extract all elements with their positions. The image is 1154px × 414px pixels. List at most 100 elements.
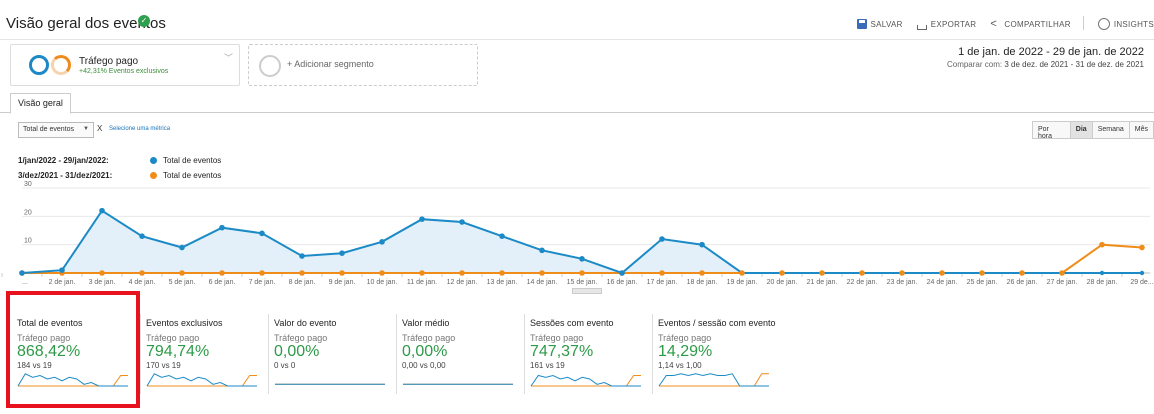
- scorecard-segment: Tráfego pago: [146, 333, 200, 343]
- sparkline-current: [530, 374, 641, 387]
- insights-button[interactable]: INSIGHTS: [1097, 18, 1154, 30]
- date-range-picker[interactable]: 1 de jan. de 2022 - 29 de jan. de 2022 C…: [947, 46, 1144, 69]
- x-tick-label: 10 de jan.: [367, 279, 398, 286]
- share-label: COMPARTILHAR: [1004, 19, 1071, 29]
- metric-dropdown[interactable]: Total de eventos ▼: [18, 122, 94, 138]
- current-series-point: [419, 216, 425, 222]
- insights-label: INSIGHTS: [1113, 19, 1154, 29]
- scorecard[interactable]: Sessões com evento Tráfego pago 747,37% …: [524, 314, 652, 394]
- x-tick-label: 9 de jan.: [329, 279, 356, 286]
- current-series-point: [1099, 270, 1105, 276]
- previous-series-point: [859, 270, 865, 276]
- current-series-point: [619, 270, 625, 276]
- tab-overview[interactable]: Visão geral: [10, 93, 71, 114]
- scorecard-name: Total de eventos: [17, 318, 83, 328]
- scorecard[interactable]: Valor médio Tráfego pago 0,00% 0,00 vs 0…: [396, 314, 524, 394]
- previous-series-point: [99, 270, 105, 276]
- remove-metric-button[interactable]: X: [97, 124, 103, 133]
- granularity-month[interactable]: Mês: [1128, 121, 1154, 139]
- scorecard-sparkline: [275, 383, 385, 385]
- chevron-down-icon[interactable]: ﹀: [223, 53, 233, 63]
- scorecard-compare: 170 vs 19: [146, 361, 181, 370]
- x-tick-label: 3 de jan.: [89, 279, 116, 286]
- x-tick-label: 16 de jan.: [607, 279, 638, 286]
- x-tick-label: 27 de jan.: [1047, 279, 1078, 286]
- x-tick-label: 12 de jan.: [447, 279, 478, 286]
- report-header: Visão geral dos eventos ✓ SALVAR EXPORTA…: [0, 0, 1154, 40]
- save-button[interactable]: SALVAR: [856, 18, 903, 30]
- current-series-point: [499, 233, 505, 239]
- scorecard-sparkline: [530, 374, 641, 387]
- metric-dropdown-value: Total de eventos: [23, 126, 74, 133]
- previous-series-point: [819, 270, 825, 276]
- previous-series-point: [179, 270, 185, 276]
- x-tick-label: 28 de jan.: [1087, 279, 1118, 286]
- previous-series-point: [699, 270, 705, 276]
- scorecard[interactable]: Total de eventos Tráfego pago 868,42% 18…: [12, 314, 140, 394]
- select-metric-link[interactable]: Selecione uma métrica: [109, 126, 171, 132]
- export-button[interactable]: EXPORTAR: [916, 18, 977, 30]
- scorecard-sparkline: [403, 383, 513, 385]
- segment-traffic-paid[interactable]: Tráfego pago +42,31% Eventos exclusivos …: [10, 44, 240, 86]
- current-series-point: [379, 239, 385, 245]
- previous-series-point: [899, 270, 905, 276]
- verified-check-icon: ✓: [138, 15, 150, 27]
- segment-subtitle: +42,31% Eventos exclusivos: [79, 68, 169, 75]
- legend-current-metric: Total de eventos: [163, 156, 222, 165]
- line-chart: 30 20 10... 2 de jan. 3 de jan. 4 de jan. 5 de…: [1, 181, 1154, 286]
- current-series-point: [539, 247, 545, 254]
- scorecard[interactable]: Eventos / sessão com evento Tráfego pago…: [652, 314, 780, 394]
- x-tick-label: 2 de jan.: [49, 279, 76, 286]
- previous-series-point: [779, 270, 785, 276]
- share-button[interactable]: < COMPARTILHAR: [990, 18, 1070, 30]
- add-segment-circle-icon: [259, 55, 281, 77]
- chart-resize-handle[interactable]: [572, 288, 602, 294]
- previous-series-point: [139, 270, 145, 276]
- current-series-point: [699, 241, 705, 248]
- current-series-point: [179, 244, 185, 251]
- previous-series-point: [739, 270, 745, 276]
- date-range-main: 1 de jan. de 2022 - 29 de jan. de 2022: [958, 46, 1144, 58]
- current-series-point: [259, 230, 265, 237]
- x-tick-label: 23 de jan.: [887, 279, 918, 286]
- scorecards: Total de eventos Tráfego pago 868,42% 18…: [12, 314, 780, 394]
- save-icon: [856, 19, 867, 29]
- legend-previous: 3/dez/2021 - 31/dez/2021: Total de event…: [18, 168, 221, 183]
- current-series-point: [19, 270, 25, 276]
- current-series-point: [139, 233, 145, 239]
- previous-series-point: [1099, 241, 1105, 248]
- x-tick-label: 7 de jan.: [249, 279, 276, 286]
- granularity-hour[interactable]: Por hora: [1032, 121, 1071, 140]
- scorecard-compare: 161 vs 19: [530, 361, 565, 370]
- x-tick-label: 21 de jan.: [807, 279, 838, 286]
- scorecard-name: Sessões com evento: [530, 318, 614, 328]
- current-series-point: [59, 267, 65, 273]
- x-tick-label: 14 de jan.: [527, 279, 558, 286]
- scorecard[interactable]: Eventos exclusivos Tráfego pago 794,74% …: [140, 314, 268, 394]
- compare-prefix: Comparar com:: [946, 60, 1003, 69]
- x-tick-label: 29 de...: [1130, 279, 1153, 286]
- x-tick-label: 22 de jan.: [847, 279, 878, 286]
- scorecard[interactable]: Valor do evento Tráfego pago 0,00% 0 vs …: [268, 314, 396, 394]
- x-tick-label: 4 de jan.: [129, 279, 156, 286]
- header-divider: [1082, 16, 1084, 30]
- add-segment-button[interactable]: + Adicionar segmento: [248, 44, 478, 86]
- add-segment-label: + Adicionar segmento: [287, 59, 374, 69]
- segment-ring-current-icon: [29, 55, 49, 75]
- previous-series-point: [259, 270, 265, 276]
- x-tick-label: 6 de jan.: [209, 279, 236, 286]
- legend-previous-dot-icon: [150, 172, 157, 179]
- current-series-point: [459, 219, 465, 225]
- sparkline-current: [17, 373, 128, 387]
- scorecard-sparkline: [17, 373, 128, 387]
- scorecard-segment: Tráfego pago: [530, 333, 584, 343]
- sparkline-previous: [659, 373, 769, 387]
- current-series-point: [219, 224, 225, 231]
- previous-series-point: [939, 270, 945, 276]
- previous-series-point: [499, 270, 505, 276]
- scorecard-value: 747,37%: [530, 343, 594, 360]
- legend-current: 1/jan/2022 - 29/jan/2022: Total de event…: [18, 153, 221, 168]
- previous-series-point: [659, 270, 665, 276]
- tab-bar: Visão geral: [0, 91, 1154, 114]
- x-tick-label: 17 de jan.: [647, 279, 678, 286]
